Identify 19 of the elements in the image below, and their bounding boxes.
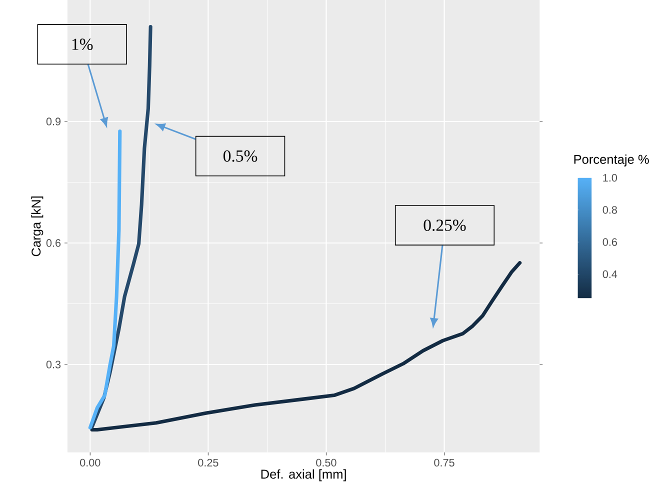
x-tick-label: 0.50	[316, 458, 336, 467]
line-series	[88, 129, 122, 430]
y-tick-label: 0.6	[46, 239, 61, 247]
annotation: 0.25%	[424, 220, 466, 232]
color-bar-label: 1.0	[603, 174, 618, 182]
annotation: 0.5%	[223, 150, 258, 162]
annotation: 1%	[72, 38, 93, 50]
y-tick-label: 0.3	[46, 360, 61, 368]
color-bar-label: 0.8	[602, 206, 617, 214]
color-bar-label: 0.6	[602, 238, 617, 246]
color-bar-title: Porcentaje %	[574, 154, 649, 166]
line-series	[90, 261, 522, 432]
y-axis-title: Carga [kN]	[31, 196, 44, 256]
x-tick-label: 0.25	[198, 458, 218, 467]
color-bar-label: 0.4	[602, 270, 618, 278]
x-tick-label: 0.00	[80, 458, 100, 467]
x-axis-title: Def. axial [mm]	[261, 469, 346, 482]
x-tick-label: 0.75	[434, 458, 454, 467]
y-tick-label: 0.9	[46, 118, 61, 126]
